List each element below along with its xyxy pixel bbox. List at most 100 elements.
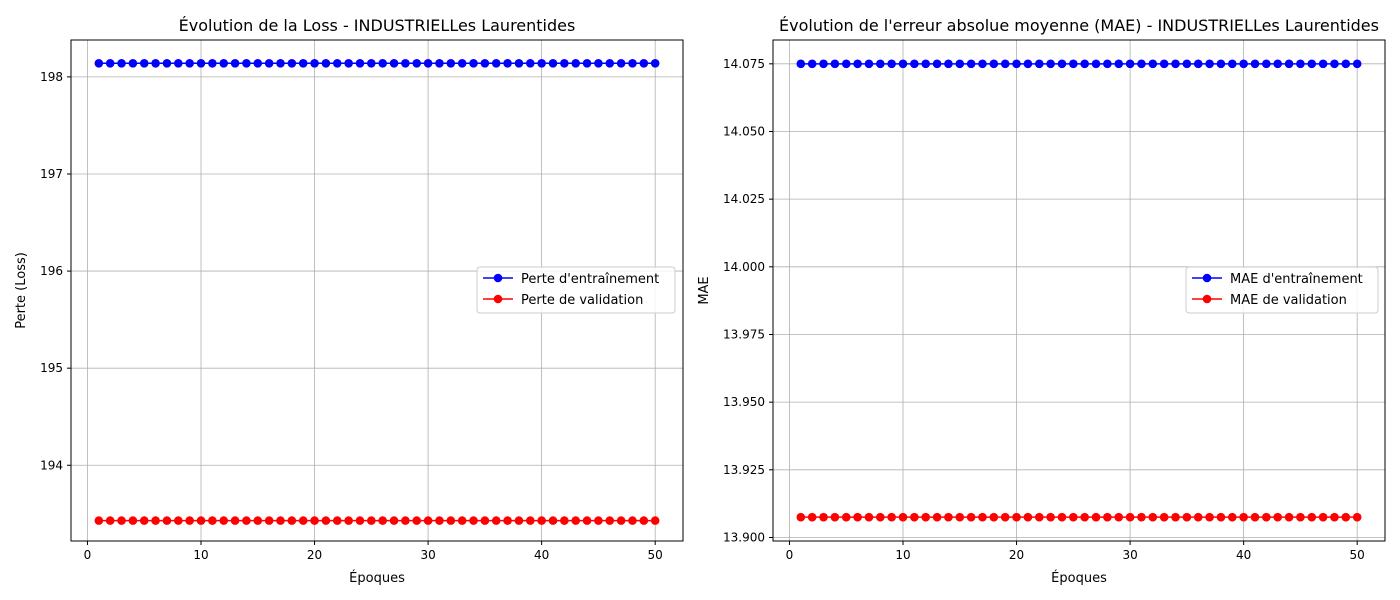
data-point <box>332 516 342 525</box>
x-axis-label: Époques <box>349 570 405 586</box>
data-point <box>841 59 851 69</box>
data-point <box>628 516 637 525</box>
data-point <box>276 59 285 68</box>
y-tick-label: 198 <box>40 70 63 84</box>
data-point <box>989 59 999 69</box>
data-point <box>457 516 467 525</box>
data-point <box>1171 512 1180 522</box>
data-point <box>830 59 840 69</box>
data-point <box>560 516 569 525</box>
data-point <box>1318 59 1328 69</box>
data-point <box>1023 512 1033 522</box>
data-point <box>514 59 524 68</box>
data-point <box>469 516 478 525</box>
data-point <box>1080 59 1089 69</box>
data-point <box>1114 512 1124 522</box>
data-point <box>446 516 456 525</box>
legend-entry: Perte d'entraînement <box>521 272 659 287</box>
data-point <box>1227 59 1237 69</box>
data-point <box>503 516 512 525</box>
data-point <box>344 516 353 525</box>
data-point <box>389 516 399 525</box>
data-point <box>1296 512 1305 522</box>
data-point <box>208 516 217 525</box>
data-point <box>1159 59 1169 69</box>
series-train <box>94 59 660 68</box>
data-point <box>875 59 885 69</box>
data-point <box>582 59 592 68</box>
x-tick-label: 10 <box>895 548 910 562</box>
legend-entry: MAE d'entraînement <box>1230 272 1363 287</box>
legend-box <box>476 266 676 314</box>
data-point <box>594 516 603 525</box>
data-point <box>1284 512 1294 522</box>
data-point <box>162 516 172 525</box>
data-point <box>616 59 626 68</box>
data-point <box>355 59 365 68</box>
data-point <box>310 516 319 525</box>
data-point <box>1273 512 1283 522</box>
data-point <box>819 59 828 69</box>
chart-title: Évolution de la Loss - INDUSTRIELLes Lau… <box>179 16 576 35</box>
data-point <box>367 516 376 525</box>
data-point <box>639 59 649 68</box>
y-axis-label: Perte (Loss) <box>14 252 29 329</box>
data-point <box>910 512 919 522</box>
data-point <box>525 516 535 525</box>
data-point <box>230 516 240 525</box>
data-point <box>128 59 138 68</box>
data-point <box>139 59 149 68</box>
legend-marker <box>493 273 503 283</box>
data-point <box>1330 512 1339 522</box>
data-point <box>367 59 376 68</box>
data-point <box>898 59 908 69</box>
data-point <box>1057 512 1067 522</box>
x-tick-label: 0 <box>84 548 92 562</box>
data-point <box>480 516 490 525</box>
data-point <box>1114 59 1124 69</box>
data-point <box>332 59 342 68</box>
data-point <box>208 59 217 68</box>
data-point <box>853 59 862 69</box>
y-tick-label: 14.025 <box>723 192 765 206</box>
data-point <box>1069 59 1078 69</box>
data-point <box>1296 59 1305 69</box>
data-point <box>173 59 183 68</box>
data-point <box>978 59 987 69</box>
y-tick-label: 14.050 <box>723 124 765 138</box>
data-point <box>151 59 160 68</box>
data-point <box>503 59 512 68</box>
data-point <box>1250 59 1260 69</box>
data-point <box>94 516 104 525</box>
data-point <box>185 59 194 68</box>
data-point <box>1273 59 1283 69</box>
data-point <box>1103 59 1112 69</box>
y-tick-label: 14.075 <box>723 57 765 71</box>
data-point <box>469 59 478 68</box>
data-point <box>117 516 126 525</box>
data-point <box>1352 59 1362 69</box>
legend: MAE d'entraînement MAE de validation <box>1185 266 1379 314</box>
data-point <box>1318 512 1328 522</box>
series-train <box>796 59 1362 69</box>
legend-entry: Perte de validation <box>521 293 643 308</box>
y-tick-label: 13.975 <box>723 327 765 341</box>
data-point <box>944 59 953 69</box>
data-point <box>105 59 115 68</box>
data-point <box>276 516 285 525</box>
data-point <box>1182 512 1192 522</box>
data-point <box>537 516 546 525</box>
legend-marker <box>1202 273 1212 283</box>
data-point <box>921 59 931 69</box>
data-point <box>650 516 660 525</box>
y-tick-label: 13.950 <box>723 395 765 409</box>
series-validation <box>94 516 660 525</box>
data-point <box>1284 59 1294 69</box>
data-point <box>219 59 229 68</box>
x-tick-label: 0 <box>786 548 794 562</box>
data-point <box>616 516 626 525</box>
data-point <box>1057 59 1067 69</box>
data-point <box>1341 59 1351 69</box>
data-point <box>887 59 896 69</box>
data-point <box>389 59 399 68</box>
